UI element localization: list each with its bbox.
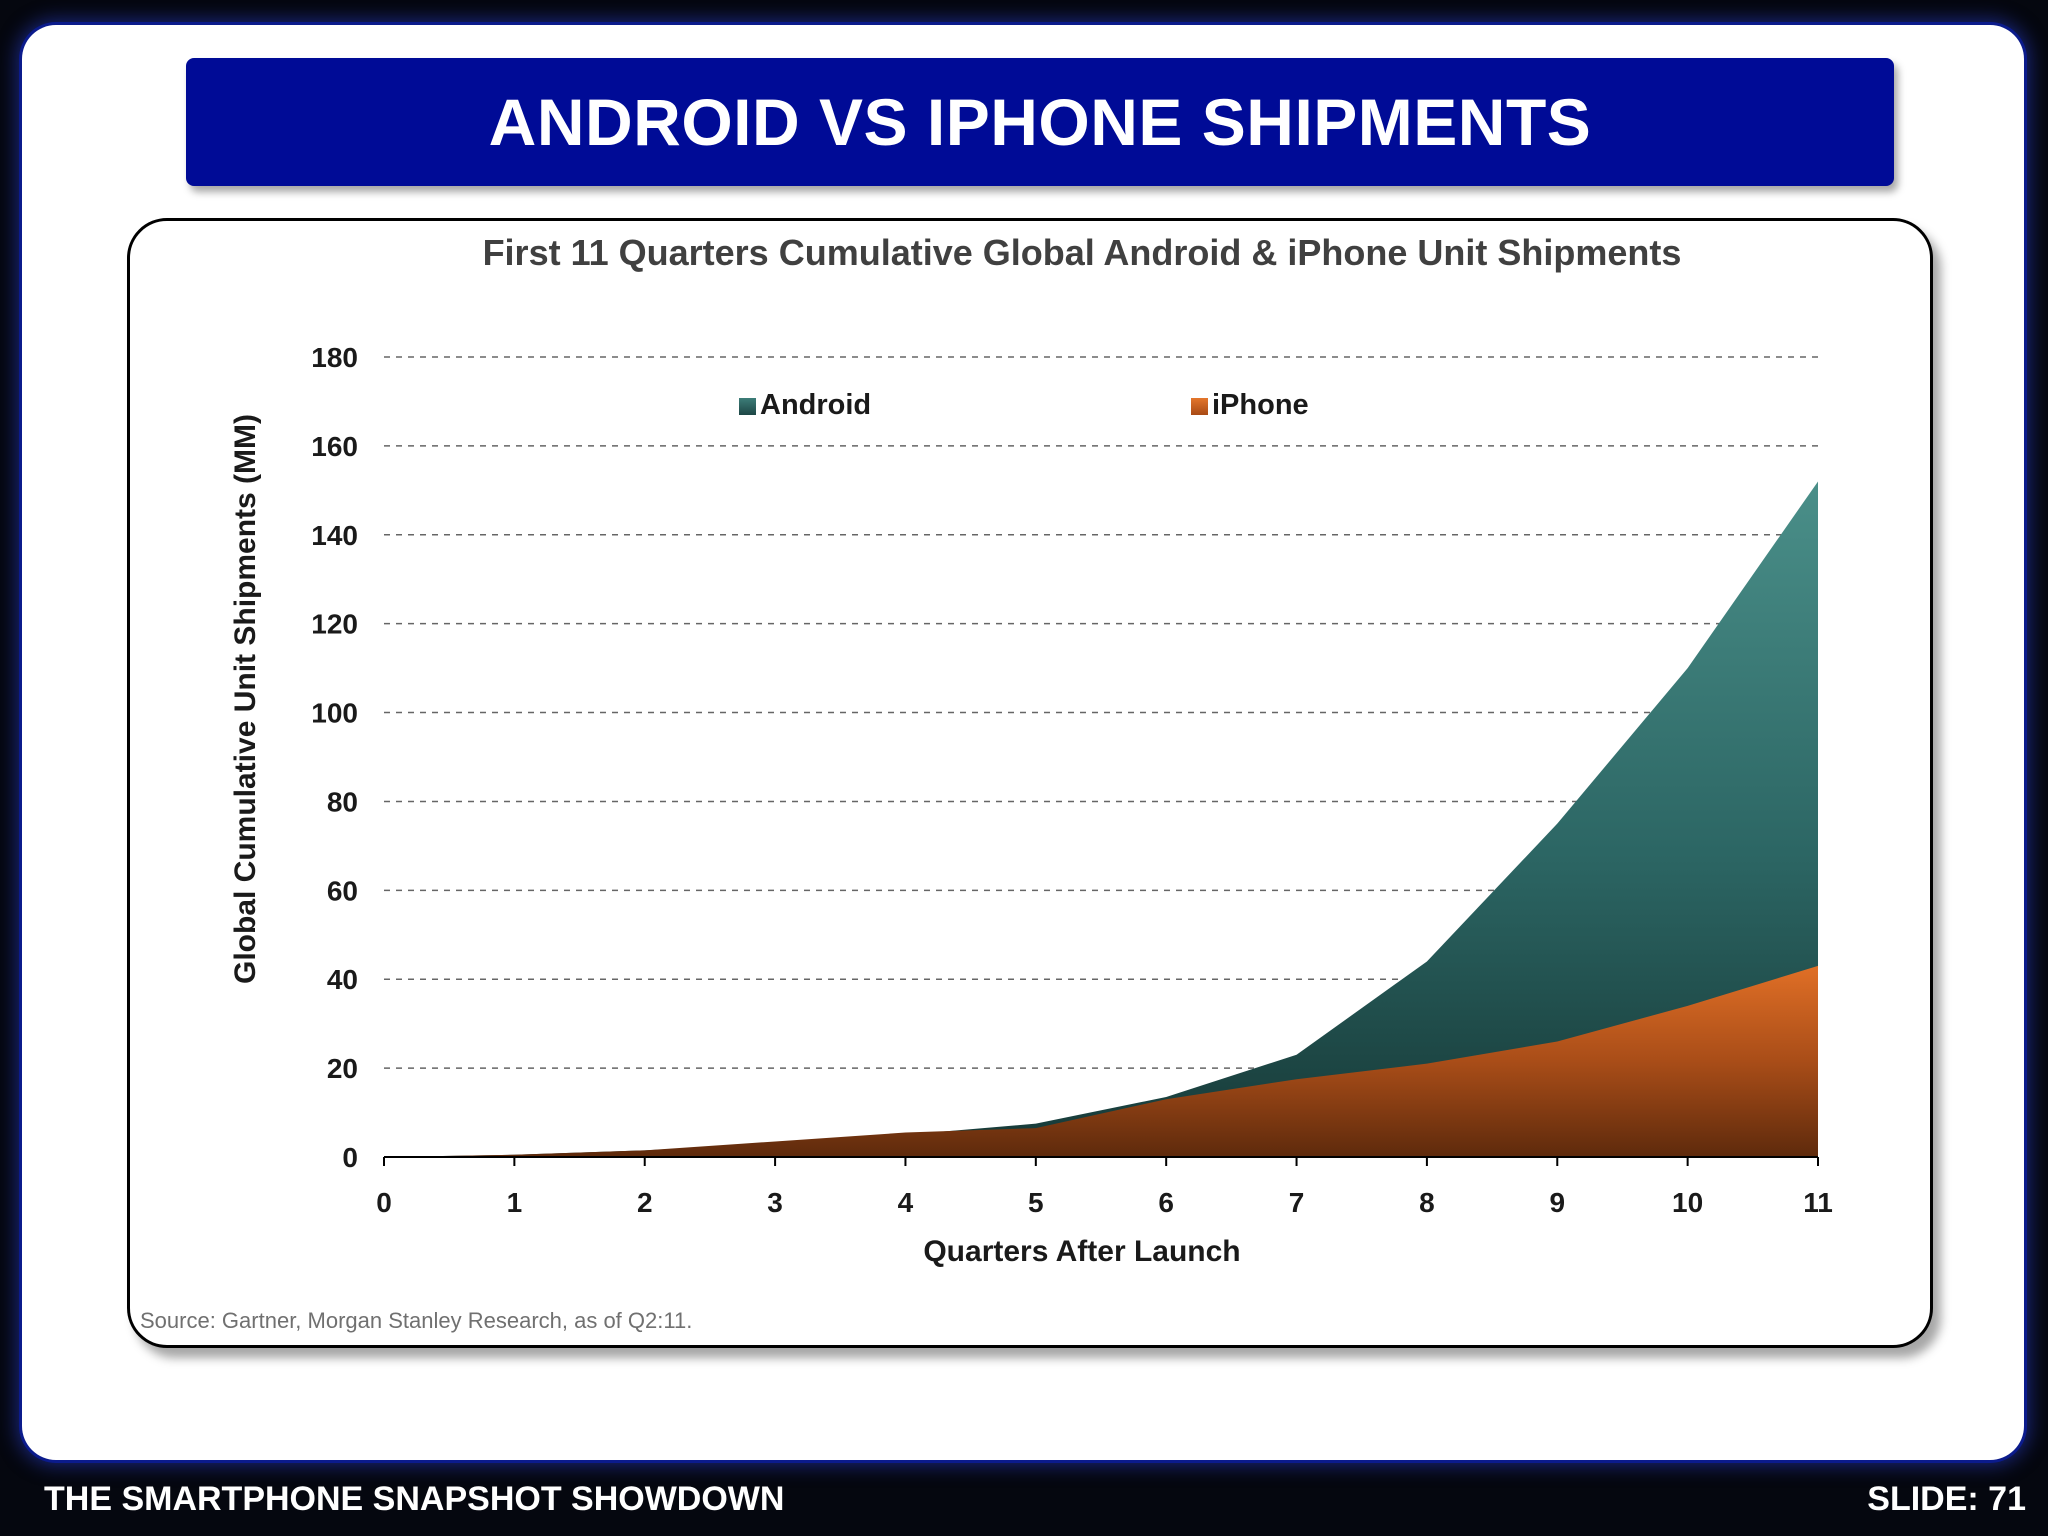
slide-title: ANDROID VS IPHONE SHIPMENTS (488, 85, 1592, 159)
y-tick-label: 40 (327, 964, 358, 995)
x-tick-label: 5 (1028, 1187, 1044, 1218)
x-tick-label: 1 (507, 1187, 523, 1218)
x-tick-label: 11 (1803, 1187, 1833, 1218)
chart-title: First 11 Quarters Cumulative Global Andr… (483, 232, 1682, 273)
y-tick-label: 180 (311, 342, 358, 373)
x-tick-label: 8 (1419, 1187, 1435, 1218)
legend-swatch-iphone (1191, 398, 1208, 415)
source-note: Source: Gartner, Morgan Stanley Research… (140, 1308, 692, 1333)
y-tick-label: 160 (311, 431, 358, 462)
title-banner: ANDROID VS IPHONE SHIPMENTS (186, 58, 1894, 186)
area-chart: 0 20 40 60 80 100 120 140 160 180 0 1 2 3 4 5 6 7 8 9 10 11 F… (140, 232, 1833, 1333)
y-tick-label: 0 (342, 1142, 358, 1173)
y-tick-label: 140 (311, 520, 358, 551)
footer-bar: THE SMARTPHONE SNAPSHOT SHOWDOWN SLIDE: … (0, 1462, 2048, 1536)
axes: 0 20 40 60 80 100 120 140 160 180 0 1 2 3 4 5 6 7 8 9 10 11 (311, 342, 1833, 1218)
y-tick-label: 120 (311, 609, 358, 640)
area-android (384, 481, 1818, 1157)
x-tick-label: 2 (637, 1187, 653, 1218)
legend-swatch-android (739, 398, 756, 415)
area-iphone (384, 965, 1818, 1157)
legend: Android iPhone (739, 389, 1309, 421)
y-tick-label: 100 (311, 698, 358, 729)
legend-label-iphone: iPhone (1212, 389, 1309, 421)
x-tick-label: 9 (1549, 1187, 1565, 1218)
x-tick-label: 10 (1672, 1187, 1703, 1218)
chart-frame: 0 20 40 60 80 100 120 140 160 180 0 1 2 3 4 5 6 7 8 9 10 11 F… (127, 218, 1933, 1348)
y-axis-label: Global Cumulative Unit Shipments (MM) (229, 414, 262, 984)
x-axis-label: Quarters After Launch (923, 1235, 1240, 1268)
x-tick-label: 4 (898, 1187, 914, 1218)
x-tick-label: 0 (376, 1187, 392, 1218)
x-tick-label: 6 (1158, 1187, 1174, 1218)
footer-presentation-title: THE SMARTPHONE SNAPSHOT SHOWDOWN (44, 1479, 785, 1518)
legend-label-android: Android (760, 389, 871, 421)
x-tick-label: 3 (767, 1187, 783, 1218)
x-tick-label: 7 (1289, 1187, 1305, 1218)
slide-number: SLIDE: 71 (1867, 1479, 2026, 1518)
y-tick-label: 60 (327, 875, 358, 906)
y-tick-label: 80 (327, 786, 358, 817)
series-areas (384, 481, 1818, 1157)
y-tick-label: 20 (327, 1053, 358, 1084)
